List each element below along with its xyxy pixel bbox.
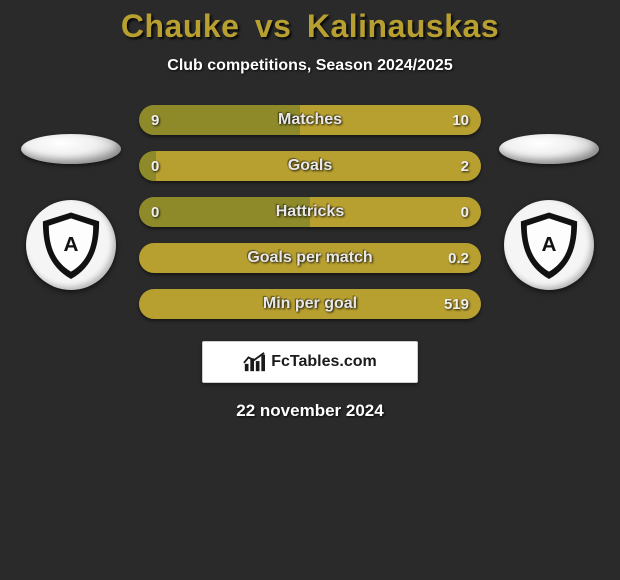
bar-left-fill bbox=[139, 105, 300, 135]
stat-bar: Min per goal519 bbox=[139, 289, 481, 319]
stats-column: Matches910 Goals02 Hattricks00 Goals per ma… bbox=[139, 105, 481, 319]
bar-left-fill bbox=[139, 197, 310, 227]
bar-right-fill bbox=[156, 151, 481, 181]
comparison-card: Chauke vs Kalinauskas Club competitions,… bbox=[0, 0, 620, 421]
right-club-badge: A bbox=[504, 200, 594, 290]
date-text: 22 november 2024 bbox=[0, 401, 620, 421]
bar-right-fill bbox=[310, 197, 481, 227]
brand-badge[interactable]: FcTables.com bbox=[202, 341, 418, 383]
bar-right-fill bbox=[139, 243, 481, 273]
subtitle: Club competitions, Season 2024/2025 bbox=[0, 57, 620, 75]
right-side-col: A bbox=[499, 134, 599, 290]
bar-chart-icon bbox=[243, 351, 265, 373]
left-side-col: A bbox=[21, 134, 121, 290]
player-left-name: Chauke bbox=[121, 8, 240, 44]
svg-text:A: A bbox=[542, 233, 557, 256]
stat-bar: Hattricks00 bbox=[139, 197, 481, 227]
stat-bar: Matches910 bbox=[139, 105, 481, 135]
player-right-name: Kalinauskas bbox=[307, 8, 499, 44]
stat-bar: Goals02 bbox=[139, 151, 481, 181]
bar-right-fill bbox=[300, 105, 481, 135]
left-country-ellipse bbox=[21, 134, 121, 164]
bar-left-fill bbox=[139, 151, 156, 181]
brand-text: FcTables.com bbox=[271, 353, 377, 371]
right-country-ellipse bbox=[499, 134, 599, 164]
stat-bar: Goals per match0.2 bbox=[139, 243, 481, 273]
shield-icon: A bbox=[512, 208, 586, 282]
left-club-badge: A bbox=[26, 200, 116, 290]
svg-text:A: A bbox=[64, 233, 79, 256]
shield-icon: A bbox=[34, 208, 108, 282]
vs-word: vs bbox=[255, 8, 292, 44]
bar-right-fill bbox=[139, 289, 481, 319]
page-title: Chauke vs Kalinauskas bbox=[0, 8, 620, 45]
main-row: A Matches910 Goals02 Hattricks00 Goals per … bbox=[0, 105, 620, 319]
